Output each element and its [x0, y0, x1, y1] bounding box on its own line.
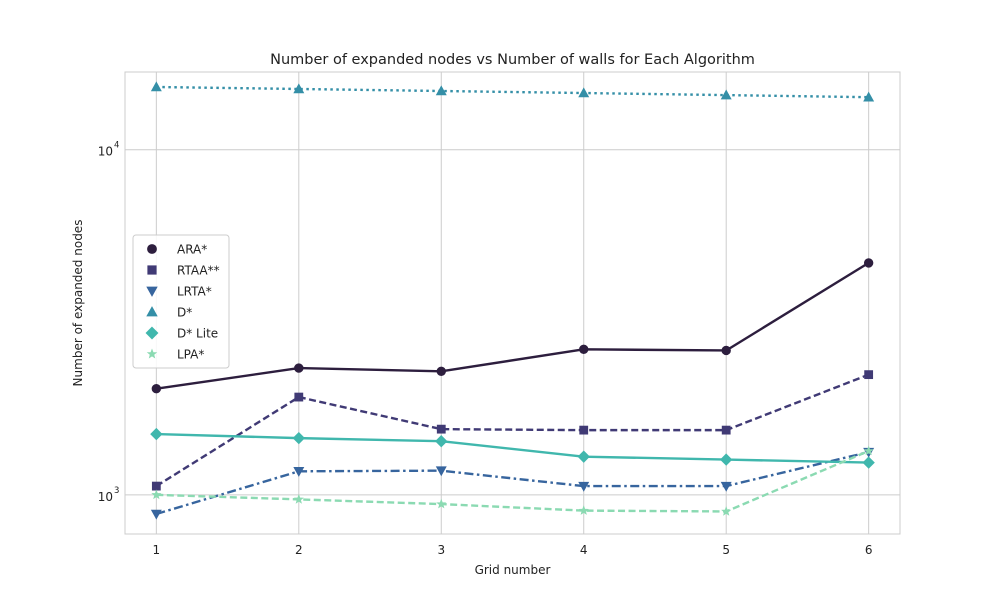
x-tick-label: 1: [153, 543, 161, 557]
legend-label: D*: [177, 306, 192, 320]
legend-label: ARA*: [177, 243, 207, 257]
series-d-star: [150, 81, 875, 102]
data-point: [435, 85, 447, 96]
legend-item: LRTA*: [146, 285, 212, 299]
data-point: [577, 450, 590, 463]
data-point: [579, 344, 589, 355]
data-point: [293, 83, 305, 94]
y-tick-exponent: 4: [114, 141, 119, 151]
data-point: [721, 425, 731, 435]
series-ara-star: [151, 258, 874, 394]
gridlines: [125, 72, 900, 534]
chart-title: Number of expanded nodes vs Number of wa…: [270, 52, 755, 68]
data-point: [294, 363, 304, 373]
x-tick-label: 2: [295, 543, 303, 557]
data-point: [151, 384, 162, 394]
series-lpa-star: [151, 445, 874, 516]
legend-label: LPA*: [177, 348, 204, 362]
series-line: [155, 373, 870, 488]
data-point: [863, 258, 874, 268]
data-point: [721, 345, 731, 356]
legend-item: D*: [146, 306, 192, 320]
data-point: [151, 489, 162, 500]
series-layer: [150, 81, 875, 520]
legend-marker: [146, 286, 158, 297]
data-point: [579, 425, 589, 435]
series-line: [156, 261, 870, 390]
data-point: [720, 89, 732, 100]
y-tick-base: 10: [98, 145, 113, 159]
legend-marker: [146, 348, 158, 359]
legend-label: LRTA*: [177, 285, 212, 299]
series-lrta-star: [150, 447, 875, 520]
data-point: [578, 505, 589, 515]
data-point: [578, 481, 590, 492]
legend-label: RTAA**: [177, 264, 220, 278]
legend-marker: [147, 244, 157, 254]
data-point: [293, 494, 304, 504]
y-tick-exponent: 3: [114, 486, 119, 496]
legend-box: [132, 234, 230, 369]
data-point: [720, 481, 732, 492]
series-line: [156, 85, 869, 99]
series-line: [156, 449, 870, 513]
data-point: [150, 427, 163, 441]
legend-label: D* Lite: [177, 327, 218, 341]
x-tick-label: 5: [722, 543, 730, 557]
legend-item: RTAA**: [147, 264, 220, 278]
y-axis-label: Number of expanded nodes: [71, 220, 85, 387]
data-point: [151, 481, 161, 491]
data-point: [720, 453, 733, 466]
legend-item: ARA*: [147, 243, 207, 257]
series-line: [156, 432, 869, 464]
data-point: [293, 467, 305, 477]
data-point: [862, 456, 875, 469]
legend-marker: [145, 326, 159, 340]
legend-marker: [147, 265, 157, 275]
data-point: [435, 435, 448, 448]
data-point: [863, 445, 874, 456]
series-d-star-lite: [150, 427, 875, 469]
series-line: [155, 450, 869, 516]
data-point: [436, 366, 446, 377]
x-tick-label: 6: [865, 543, 873, 557]
y-tick-label: 10 4: [98, 141, 120, 159]
legend: ARA* RTAA** LRTA* D* D* Lite LPA*: [132, 234, 230, 369]
data-point: [435, 466, 447, 477]
x-tick-label: 3: [437, 543, 445, 557]
data-point: [150, 509, 162, 520]
plot-frame: [124, 71, 901, 535]
legend-marker: [146, 306, 158, 317]
data-point: [578, 87, 590, 98]
data-point: [436, 424, 446, 434]
data-point: [863, 91, 875, 102]
data-point: [721, 506, 732, 516]
data-point: [292, 431, 305, 445]
series-rtaa-star-star: [151, 370, 874, 491]
x-tick-label: 4: [580, 543, 588, 557]
x-axis-label: Grid number: [475, 563, 551, 577]
data-point: [150, 81, 162, 92]
y-tick-base: 10: [98, 490, 113, 504]
x-axis-ticks: 1 2 3 4 5 6: [153, 543, 873, 557]
legend-item: LPA*: [146, 348, 204, 362]
y-tick-label: 10 3: [98, 486, 120, 504]
data-point: [294, 392, 304, 402]
data-point: [436, 498, 447, 509]
legend-item: D* Lite: [145, 326, 218, 341]
data-point: [864, 370, 874, 380]
